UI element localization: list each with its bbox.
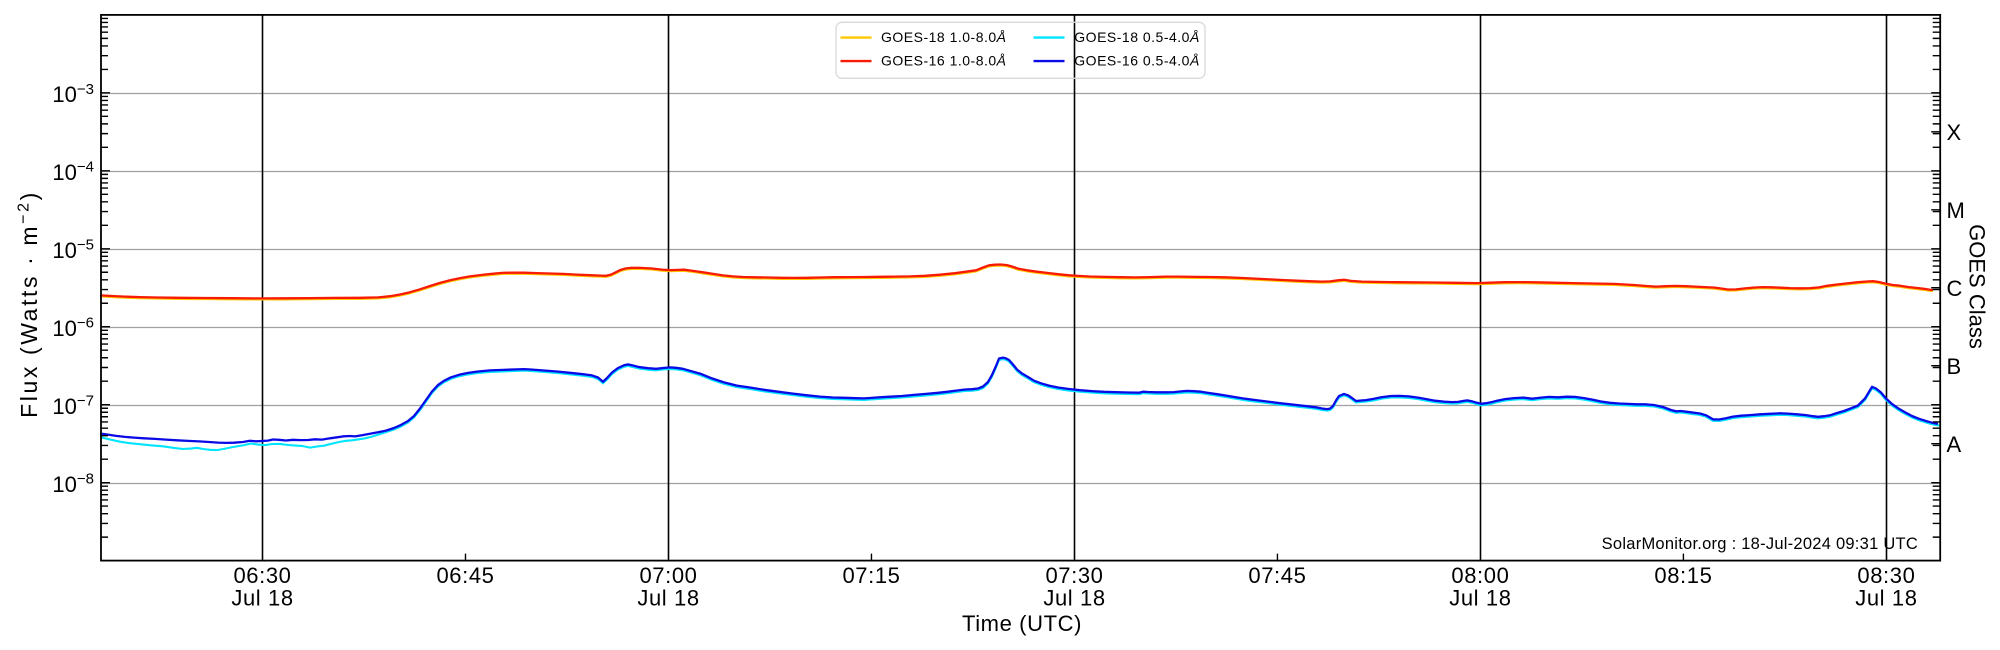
svg-text:06:30: 06:30 [233, 563, 291, 588]
svg-text:08:00: 08:00 [1451, 563, 1509, 588]
svg-text:B: B [1947, 354, 1962, 379]
svg-text:Time (UTC): Time (UTC) [962, 611, 1082, 636]
svg-text:X: X [1947, 120, 1962, 145]
svg-text:GOES Class: GOES Class [1965, 224, 1990, 349]
svg-text:Jul 18: Jul 18 [637, 586, 699, 611]
svg-text:07:45: 07:45 [1248, 563, 1306, 588]
svg-text:SolarMonitor.org : 18-Jul-2024: SolarMonitor.org : 18-Jul-2024 09:31 UTC [1602, 535, 1918, 553]
svg-text:GOES-16 1.0-8.0Å: GOES-16 1.0-8.0Å [881, 52, 1007, 68]
svg-text:07:30: 07:30 [1045, 563, 1103, 588]
svg-text:A: A [1947, 432, 1962, 457]
svg-text:Jul 18: Jul 18 [1449, 586, 1511, 611]
svg-text:07:00: 07:00 [639, 563, 697, 588]
svg-text:08:15: 08:15 [1654, 563, 1712, 588]
svg-text:C: C [1947, 276, 1963, 301]
svg-text:Jul 18: Jul 18 [1043, 586, 1105, 611]
svg-text:06:45: 06:45 [436, 563, 494, 588]
svg-text:Jul 18: Jul 18 [231, 586, 293, 611]
svg-text:10−8: 10−8 [52, 471, 94, 497]
svg-text:GOES-16 0.5-4.0Å: GOES-16 0.5-4.0Å [1074, 52, 1200, 68]
svg-text:GOES-18 1.0-8.0Å: GOES-18 1.0-8.0Å [881, 29, 1007, 45]
svg-text:M: M [1947, 198, 1965, 223]
svg-text:GOES-18 0.5-4.0Å: GOES-18 0.5-4.0Å [1074, 29, 1200, 45]
svg-text:08:30: 08:30 [1857, 563, 1915, 588]
svg-text:07:15: 07:15 [842, 563, 900, 588]
svg-text:Flux (Watts · m−2): Flux (Watts · m−2) [16, 190, 43, 418]
svg-text:Jul 18: Jul 18 [1855, 586, 1917, 611]
